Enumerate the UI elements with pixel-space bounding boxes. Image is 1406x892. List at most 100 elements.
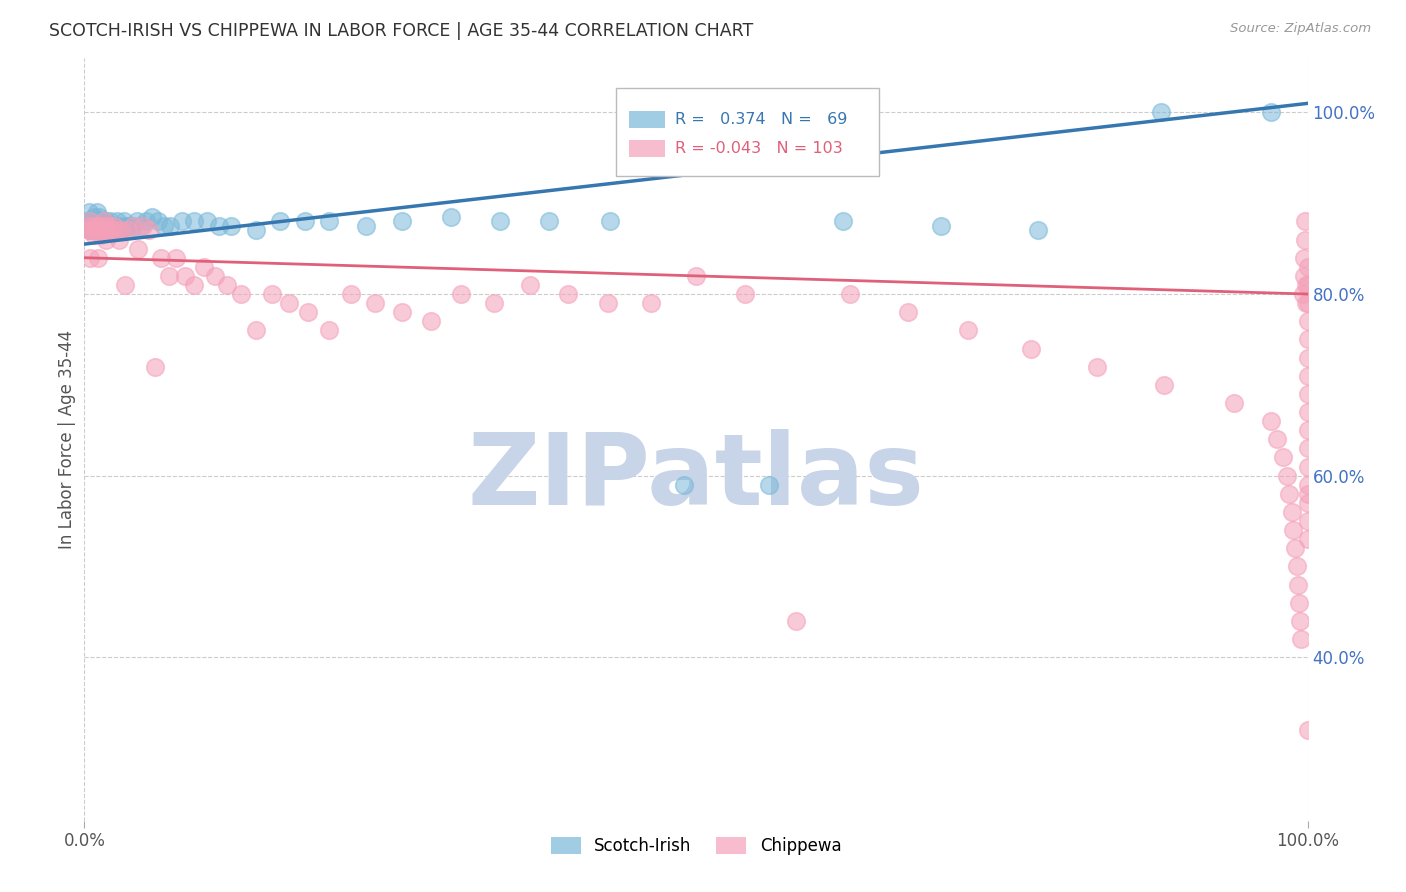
Point bbox=[1296, 723, 1319, 737]
Point bbox=[956, 323, 979, 337]
Point bbox=[1282, 523, 1305, 537]
Y-axis label: In Labor Force | Age 35-44: In Labor Force | Age 35-44 bbox=[58, 330, 76, 549]
Point bbox=[217, 277, 239, 292]
Point bbox=[1295, 277, 1317, 292]
Point bbox=[1292, 268, 1315, 283]
Point bbox=[364, 296, 387, 310]
Point bbox=[93, 214, 115, 228]
Point bbox=[83, 227, 105, 242]
Point bbox=[82, 219, 104, 233]
Point bbox=[229, 287, 252, 301]
Point bbox=[87, 223, 110, 237]
Point bbox=[105, 223, 128, 237]
Point bbox=[450, 287, 472, 301]
Point bbox=[87, 210, 110, 224]
Point bbox=[97, 219, 120, 233]
Point bbox=[1284, 541, 1306, 556]
Point bbox=[354, 219, 377, 233]
Point bbox=[1294, 233, 1316, 247]
Point bbox=[89, 219, 111, 233]
Point bbox=[1292, 287, 1315, 301]
Point bbox=[112, 214, 135, 228]
Point bbox=[340, 287, 363, 301]
Point bbox=[129, 219, 152, 233]
Point bbox=[125, 214, 148, 228]
Point bbox=[1296, 487, 1319, 501]
Point bbox=[1296, 405, 1319, 419]
Point bbox=[1285, 559, 1308, 574]
Point bbox=[153, 219, 176, 233]
Point bbox=[93, 223, 115, 237]
Point bbox=[440, 210, 463, 224]
Point bbox=[101, 219, 124, 233]
Point bbox=[117, 223, 139, 237]
Point bbox=[122, 219, 145, 233]
Point bbox=[1296, 296, 1319, 310]
Point bbox=[97, 219, 120, 233]
Point bbox=[1296, 333, 1319, 347]
Point bbox=[1296, 314, 1319, 328]
Point bbox=[1275, 468, 1298, 483]
Point bbox=[87, 219, 110, 233]
Point bbox=[90, 227, 112, 242]
Point bbox=[1292, 251, 1315, 265]
Point bbox=[165, 251, 187, 265]
Point bbox=[1295, 296, 1317, 310]
Text: SCOTCH-IRISH VS CHIPPEWA IN LABOR FORCE | AGE 35-44 CORRELATION CHART: SCOTCH-IRISH VS CHIPPEWA IN LABOR FORCE … bbox=[49, 22, 754, 40]
Point bbox=[482, 296, 505, 310]
Point bbox=[77, 219, 100, 233]
Point bbox=[96, 233, 118, 247]
Point bbox=[1153, 377, 1175, 392]
Point bbox=[183, 277, 205, 292]
Point bbox=[91, 219, 114, 233]
Point bbox=[91, 214, 114, 228]
Point bbox=[208, 219, 231, 233]
Point bbox=[173, 268, 195, 283]
Point bbox=[1278, 487, 1301, 501]
Point bbox=[87, 219, 110, 233]
Point bbox=[141, 210, 163, 224]
Point bbox=[1028, 223, 1050, 237]
Point bbox=[1019, 342, 1042, 356]
Point bbox=[120, 223, 142, 237]
Text: Source: ZipAtlas.com: Source: ZipAtlas.com bbox=[1230, 22, 1371, 36]
Point bbox=[640, 296, 662, 310]
Point bbox=[599, 214, 621, 228]
Point bbox=[104, 219, 127, 233]
Point bbox=[1296, 368, 1319, 383]
Point bbox=[1272, 450, 1295, 465]
Point bbox=[83, 219, 105, 233]
Point bbox=[84, 214, 107, 228]
Point bbox=[86, 205, 108, 219]
Point bbox=[100, 223, 122, 237]
Point bbox=[132, 219, 155, 233]
Point bbox=[1296, 260, 1319, 274]
Point bbox=[1296, 351, 1319, 365]
Point bbox=[245, 223, 267, 237]
Point bbox=[219, 219, 242, 233]
Point bbox=[100, 223, 122, 237]
Point bbox=[685, 268, 707, 283]
Point bbox=[1265, 433, 1288, 447]
Point bbox=[91, 223, 114, 237]
Point bbox=[96, 214, 118, 228]
Point bbox=[929, 219, 952, 233]
Point bbox=[1296, 496, 1319, 510]
Point bbox=[1289, 614, 1312, 628]
Point bbox=[758, 477, 780, 491]
Point bbox=[77, 205, 100, 219]
Point bbox=[391, 214, 413, 228]
Point bbox=[245, 323, 267, 337]
FancyBboxPatch shape bbox=[616, 88, 880, 177]
Point bbox=[143, 359, 166, 374]
Point bbox=[150, 251, 173, 265]
Point bbox=[785, 614, 807, 628]
Point bbox=[831, 214, 853, 228]
Point bbox=[489, 214, 512, 228]
Point bbox=[79, 214, 101, 228]
Point bbox=[297, 305, 319, 319]
Text: R =   0.374   N =   69: R = 0.374 N = 69 bbox=[675, 112, 848, 128]
Point bbox=[127, 242, 149, 256]
Point bbox=[80, 219, 103, 233]
Point bbox=[90, 214, 112, 228]
